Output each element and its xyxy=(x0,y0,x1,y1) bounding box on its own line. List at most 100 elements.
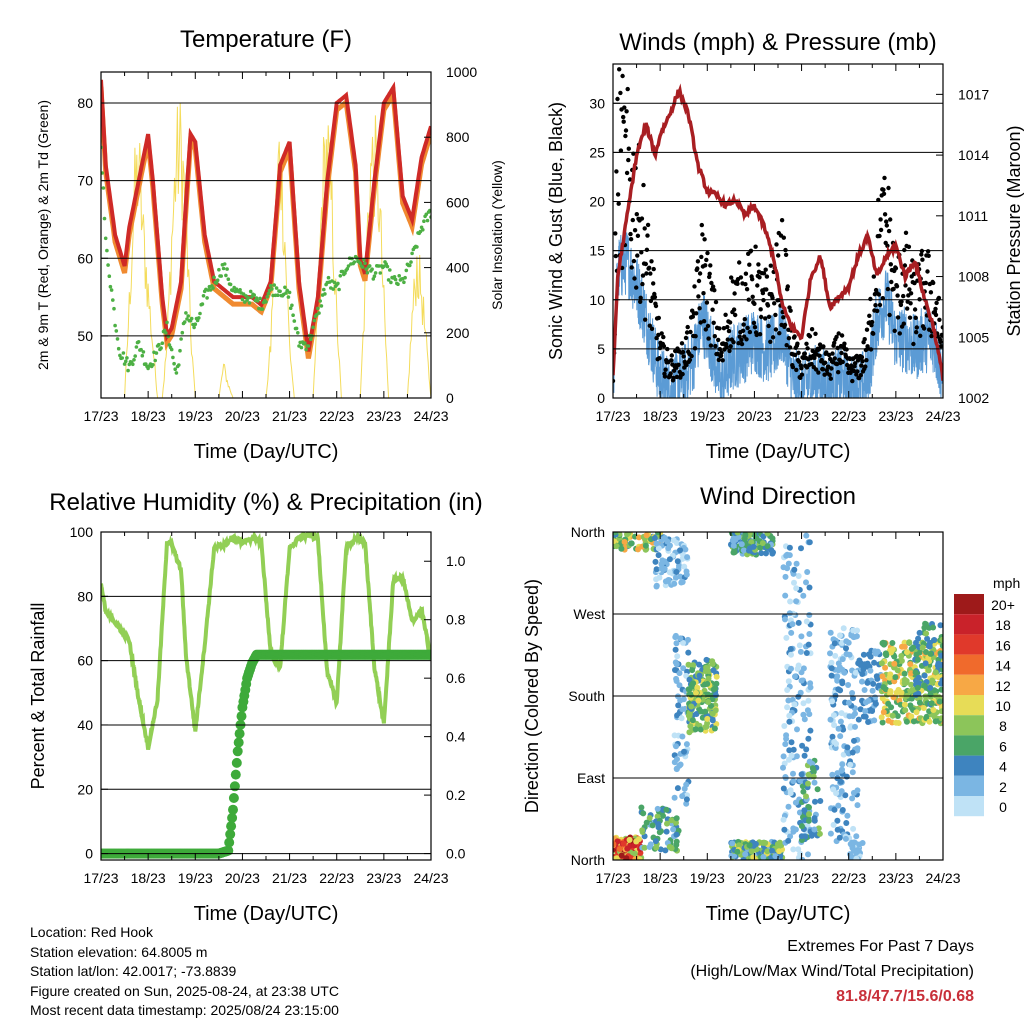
gust-point xyxy=(834,334,839,340)
gust-point xyxy=(739,341,745,347)
precipitation-point xyxy=(228,793,239,803)
gust-point xyxy=(621,114,626,120)
gust-point xyxy=(878,217,883,222)
wind-direction-point xyxy=(782,774,789,780)
wind-direction-point xyxy=(836,664,843,671)
gust-point xyxy=(757,332,763,337)
wind-direction-point xyxy=(653,583,660,590)
dewpoint-point xyxy=(247,301,252,305)
dewpoint-point xyxy=(274,286,279,290)
x-tick-label: 18/23 xyxy=(643,408,678,424)
wind-direction-point xyxy=(618,852,625,859)
wind-direction-point xyxy=(677,635,684,642)
gust-point xyxy=(926,253,931,258)
gust-point xyxy=(885,286,891,292)
wind-direction-point xyxy=(839,656,846,663)
wind-direction-point xyxy=(870,680,877,687)
wind-direction-point xyxy=(784,704,791,711)
wind-direction-point xyxy=(850,825,857,832)
wind-direction-point xyxy=(656,829,663,836)
gust-point xyxy=(643,317,648,322)
wind-direction-point xyxy=(939,636,943,643)
gust-point xyxy=(768,339,773,344)
wind-direction-point xyxy=(799,856,806,860)
wind-direction-point xyxy=(898,653,905,659)
dewpoint-point xyxy=(134,345,139,349)
dewpoint-point xyxy=(226,277,231,282)
wind-direction-point xyxy=(803,793,809,800)
precipitation-point xyxy=(234,728,245,739)
gust-point xyxy=(716,337,721,343)
gust-point xyxy=(755,283,760,288)
wind-direction-point xyxy=(907,661,914,668)
wind-direction-point xyxy=(694,684,701,691)
gust-point xyxy=(649,326,655,331)
wind-direction-point xyxy=(923,630,930,637)
dewpoint-point xyxy=(240,297,245,302)
wind-direction-point xyxy=(852,723,858,730)
wind-direction-point xyxy=(790,778,797,785)
wind-direction-point xyxy=(937,622,943,629)
wind-direction-point xyxy=(660,559,667,566)
legend-label: 6 xyxy=(999,738,1007,754)
wind-direction-point xyxy=(654,805,661,812)
gust-point xyxy=(705,323,711,329)
wind-direction-point xyxy=(783,735,790,742)
wind-direction-point xyxy=(736,842,742,849)
wind-direction-point xyxy=(781,723,788,729)
dewpoint-point xyxy=(337,287,341,292)
gust-point xyxy=(644,271,649,276)
gust-point xyxy=(855,369,860,374)
gust-point xyxy=(752,325,758,330)
gust-point xyxy=(701,319,707,324)
wind-direction-point xyxy=(910,718,917,725)
gust-point xyxy=(802,351,807,356)
gust-point xyxy=(690,314,695,319)
y-tick-label: 30 xyxy=(589,95,605,111)
extremes-subheading: (High/Low/Max Wind/Total Precipitation) xyxy=(690,963,974,980)
x-tick-label: 19/23 xyxy=(178,870,213,886)
wind-direction-point xyxy=(674,712,681,719)
wind-direction-point xyxy=(854,787,861,794)
gust-point xyxy=(626,146,631,151)
wind-direction-point xyxy=(912,669,919,676)
dewpoint-point xyxy=(299,345,304,350)
dewpoint-point xyxy=(393,277,398,282)
wind-direction-point xyxy=(930,624,937,631)
gust-point xyxy=(790,364,796,370)
panel-4: Wind Direction Time (Day/UTC) Direction (C… xyxy=(522,483,1020,925)
legend-label: 16 xyxy=(995,637,1011,653)
wind-direction-point xyxy=(849,795,856,802)
wind-direction-point xyxy=(927,684,934,691)
dewpoint-point xyxy=(367,264,372,268)
gust-point xyxy=(901,293,906,299)
wind-direction-point xyxy=(638,804,645,811)
gust-point xyxy=(700,232,705,237)
gust-point xyxy=(911,271,917,277)
dewpoint-point xyxy=(255,299,260,303)
gust-point xyxy=(710,307,715,312)
legend-swatch xyxy=(954,796,984,817)
gust-point xyxy=(928,290,934,295)
dewpoint-point xyxy=(268,283,273,288)
gust-point xyxy=(882,212,888,217)
wind-direction-point xyxy=(677,547,684,554)
plot-area xyxy=(613,67,943,398)
wind-direction-point xyxy=(746,532,753,537)
gust-point xyxy=(745,325,750,331)
extremes-heading: Extremes For Past 7 Days xyxy=(787,938,974,955)
wind-direction-point xyxy=(670,537,677,544)
wind-direction-point xyxy=(646,815,653,821)
dewpoint-point xyxy=(140,353,145,358)
wind-direction-point xyxy=(643,532,650,539)
gust-point xyxy=(648,271,653,276)
dewpoint-point xyxy=(107,274,112,279)
y-right-tick-label: 0 xyxy=(446,390,454,406)
panel-3: Relative Humidity (%) & Precipitation (i… xyxy=(28,489,483,925)
gust-point xyxy=(725,337,730,342)
legend-label: 2 xyxy=(999,779,1007,795)
wind-direction-point xyxy=(671,759,678,766)
wind-direction-point xyxy=(683,571,690,578)
dewpoint-point xyxy=(180,330,185,335)
x-tick-label: 19/23 xyxy=(690,408,725,424)
